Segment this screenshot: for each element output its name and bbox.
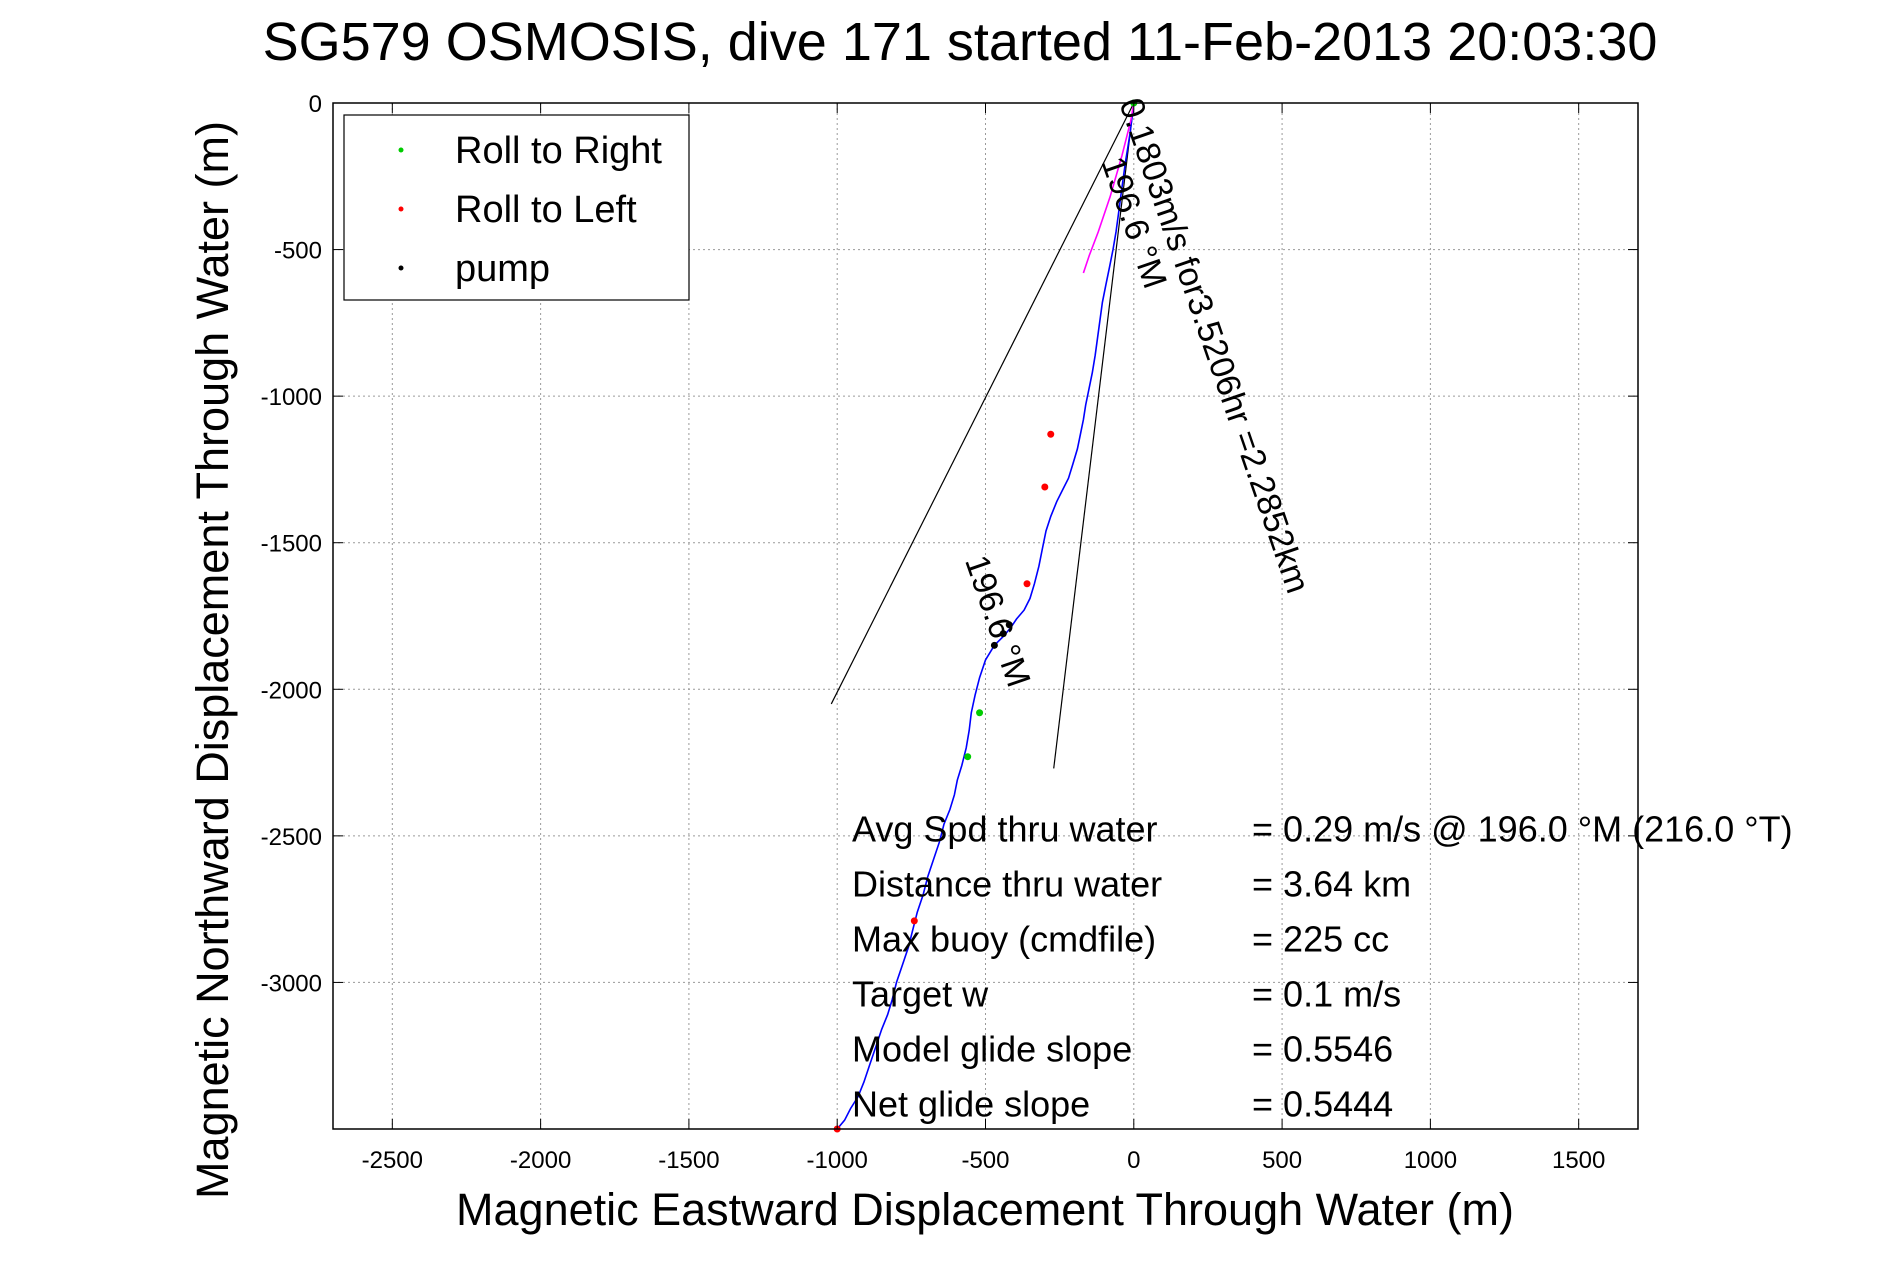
y-tick-label: -1000 xyxy=(261,384,322,411)
y-axis-label: Magnetic Northward Displacement Through … xyxy=(187,121,238,1199)
roll-right-point xyxy=(964,753,972,761)
stat-label: Net glide slope xyxy=(852,1084,1090,1125)
legend-label: pump xyxy=(455,248,550,290)
x-tick-label: -1000 xyxy=(807,1147,868,1174)
roll-left-point xyxy=(1047,430,1055,438)
trajectory-lines xyxy=(830,102,1135,1130)
stat-label: Model glide slope xyxy=(852,1029,1132,1070)
x-tick-label: 1500 xyxy=(1552,1147,1605,1174)
dive-statistics: Avg Spd thru water = 0.29 m/s @ 196.0 °M … xyxy=(852,809,1793,1125)
x-tick-label: -2500 xyxy=(362,1147,423,1174)
legend-marker xyxy=(398,265,404,271)
x-axis-label: Magnetic Eastward Displacement Through W… xyxy=(456,1184,1514,1235)
stat-label: Max buoy (cmdfile) xyxy=(852,919,1156,960)
stat-value: = 0.5546 xyxy=(1252,1029,1393,1070)
legend-marker xyxy=(398,206,404,212)
current-vector-line xyxy=(1082,102,1135,274)
y-tick-label: 0 xyxy=(309,91,322,118)
pump-point xyxy=(999,630,1007,638)
stat-value: = 225 cc xyxy=(1252,919,1389,960)
stat-value: = 0.29 m/s @ 196.0 °M (216.0 °T) xyxy=(1252,809,1793,850)
chart-title: SG579 OSMOSIS, dive 171 started 11-Feb-2… xyxy=(263,12,1658,72)
pump-point xyxy=(990,641,998,649)
stat-label: Target w xyxy=(852,974,989,1015)
track-annotation: 196.6 °M xyxy=(957,551,1037,692)
y-tick-label: -2000 xyxy=(261,677,322,704)
roll-left-point xyxy=(1041,483,1049,491)
heading-line xyxy=(1053,102,1135,769)
legend-label: Roll to Right xyxy=(455,130,662,172)
x-tick-label: 1000 xyxy=(1404,1147,1457,1174)
legend: Roll to Right Roll to Left pump xyxy=(343,114,690,301)
y-tick-label: -500 xyxy=(274,238,322,265)
track-annotation: 0.1803m/s for3.5206hr =2.2852km xyxy=(1111,93,1316,598)
roll-right-point xyxy=(976,709,984,717)
x-tick-label: 500 xyxy=(1262,1147,1302,1174)
glider-track xyxy=(836,102,1135,1130)
stat-label: Avg Spd thru water xyxy=(852,809,1158,850)
y-tick-label: -3000 xyxy=(261,970,322,997)
heading-line xyxy=(830,102,1135,705)
stat-value: = 3.64 km xyxy=(1252,864,1411,905)
x-tick-label: -1500 xyxy=(658,1147,719,1174)
y-tick-label: -1500 xyxy=(261,531,322,558)
legend-marker xyxy=(398,147,404,153)
stat-value: = 0.1 m/s xyxy=(1252,974,1401,1015)
y-tick-label: -2500 xyxy=(261,824,322,851)
pump-point xyxy=(1005,621,1013,629)
roll-left-point xyxy=(910,917,918,925)
legend-label: Roll to Left xyxy=(455,189,637,231)
roll-left-point xyxy=(1023,580,1031,588)
x-tick-label: -500 xyxy=(961,1147,1009,1174)
x-tick-label: -2000 xyxy=(510,1147,571,1174)
x-tick-label: 0 xyxy=(1127,1147,1140,1174)
stat-label: Distance thru water xyxy=(852,864,1162,905)
stat-value: = 0.5444 xyxy=(1252,1084,1393,1125)
axis-ticks: -2500 -2000 -1500 -1000 -500 0 500 1000 1500 0 -50… xyxy=(261,91,1638,1174)
